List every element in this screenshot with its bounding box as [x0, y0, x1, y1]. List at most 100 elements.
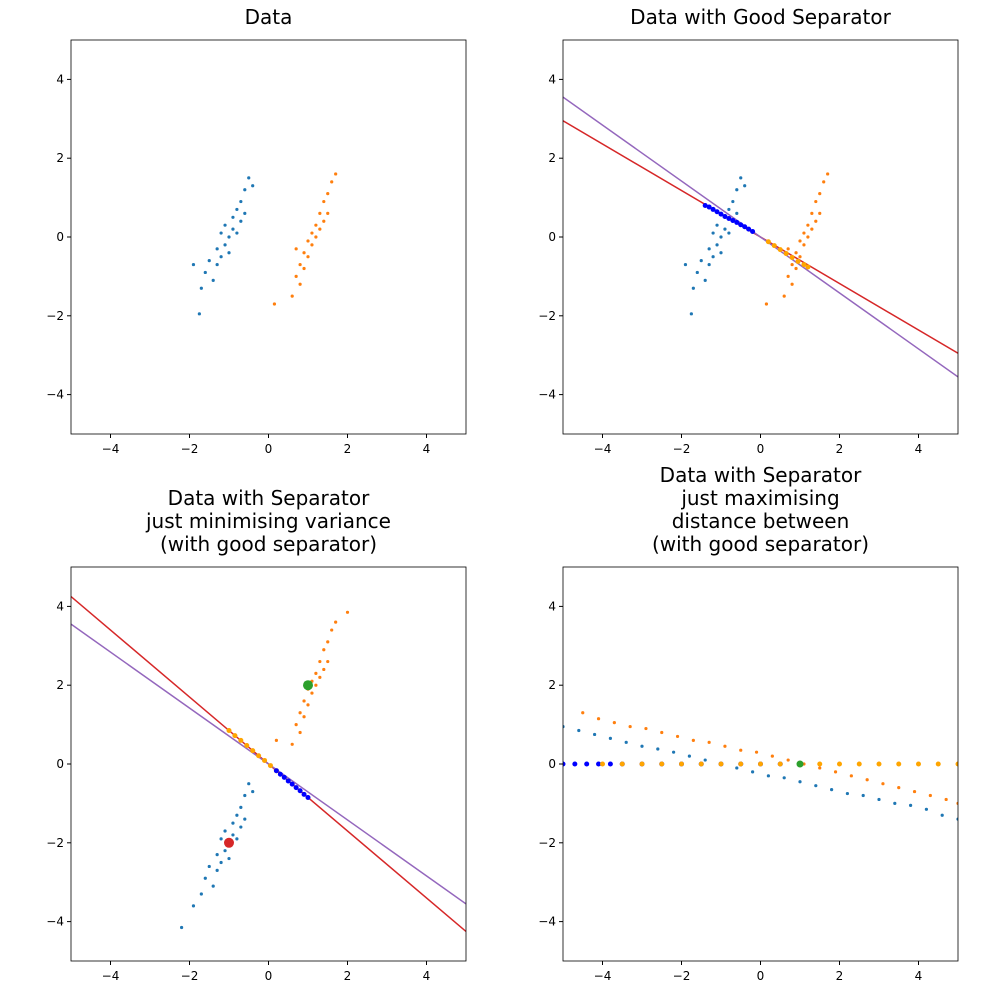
point	[243, 188, 247, 192]
point	[326, 192, 330, 196]
x-tick-label: 4	[423, 969, 431, 983]
point	[231, 227, 235, 231]
point	[754, 750, 759, 754]
x-tick-label: −2	[673, 442, 691, 456]
point	[199, 286, 203, 290]
point	[285, 778, 291, 784]
point	[845, 791, 850, 796]
point	[251, 789, 255, 794]
point	[223, 849, 227, 853]
point	[789, 254, 795, 260]
x-tick-label: 2	[836, 442, 844, 456]
point	[227, 856, 231, 861]
point	[798, 239, 802, 243]
point	[798, 255, 802, 259]
point	[723, 227, 727, 231]
point	[810, 211, 814, 215]
x-tick-label: 0	[265, 969, 273, 983]
point	[314, 235, 318, 239]
point	[297, 788, 303, 794]
point	[318, 675, 322, 679]
point	[298, 711, 302, 715]
subplot-title: Data	[245, 5, 293, 29]
x-tick-label: 0	[757, 442, 765, 456]
point	[215, 247, 219, 251]
subplot-title: just maximising	[680, 486, 839, 510]
point	[818, 192, 822, 196]
point	[726, 215, 732, 221]
point	[707, 740, 711, 744]
point	[718, 761, 724, 767]
point	[743, 184, 747, 188]
point	[596, 761, 602, 767]
x-tick-label: 2	[836, 969, 844, 983]
y-tick-label: 2	[548, 151, 556, 165]
point	[294, 723, 298, 727]
plot-area	[191, 172, 338, 316]
point	[802, 231, 806, 235]
point	[830, 788, 834, 792]
point	[786, 758, 790, 762]
x-tick-label: 4	[915, 442, 923, 456]
y-tick-label: −2	[538, 309, 556, 323]
point	[231, 833, 235, 837]
point	[322, 199, 326, 204]
point	[314, 223, 318, 227]
y-tick-label: −4	[538, 388, 556, 402]
point	[865, 778, 869, 782]
x-tick-label: 4	[423, 442, 431, 456]
point	[790, 262, 794, 267]
point	[619, 761, 625, 767]
point	[644, 726, 648, 731]
point	[710, 206, 716, 212]
point	[912, 789, 917, 794]
x-tick-label: −2	[181, 442, 199, 456]
point	[675, 734, 680, 739]
point	[281, 774, 287, 780]
point	[345, 610, 350, 614]
point	[219, 860, 223, 865]
point	[235, 837, 239, 841]
y-tick-label: 4	[56, 72, 64, 86]
point	[660, 730, 664, 735]
point	[215, 853, 219, 857]
point	[227, 235, 231, 239]
x-tick-label: 2	[344, 969, 352, 983]
point	[239, 219, 243, 223]
point	[718, 211, 724, 217]
point	[277, 771, 283, 777]
point	[916, 761, 921, 767]
point	[699, 259, 703, 263]
point	[735, 188, 739, 192]
point	[199, 892, 203, 896]
point	[801, 262, 807, 268]
y-tick-label: −2	[46, 836, 64, 850]
point	[896, 761, 902, 767]
point	[314, 683, 318, 687]
y-tick-label: 0	[548, 230, 556, 244]
x-tick-label: 2	[344, 442, 352, 456]
point	[691, 286, 695, 290]
subplot-title: Data with Good Separator	[630, 5, 891, 29]
y-tick-label: 2	[56, 151, 64, 165]
point	[624, 740, 628, 744]
point	[735, 766, 739, 770]
point	[215, 262, 219, 267]
point	[334, 172, 338, 176]
point	[955, 761, 958, 767]
point	[250, 748, 256, 754]
point	[766, 774, 771, 778]
point	[746, 226, 752, 232]
point	[940, 813, 944, 817]
y-tick-label: 2	[548, 678, 556, 692]
point	[322, 667, 326, 672]
y-tick-label: 0	[548, 757, 556, 771]
point	[239, 825, 243, 829]
point	[751, 770, 755, 774]
y-tick-label: 2	[56, 678, 64, 692]
point	[703, 758, 707, 762]
point	[226, 728, 232, 734]
point	[833, 770, 838, 774]
point	[771, 243, 777, 249]
